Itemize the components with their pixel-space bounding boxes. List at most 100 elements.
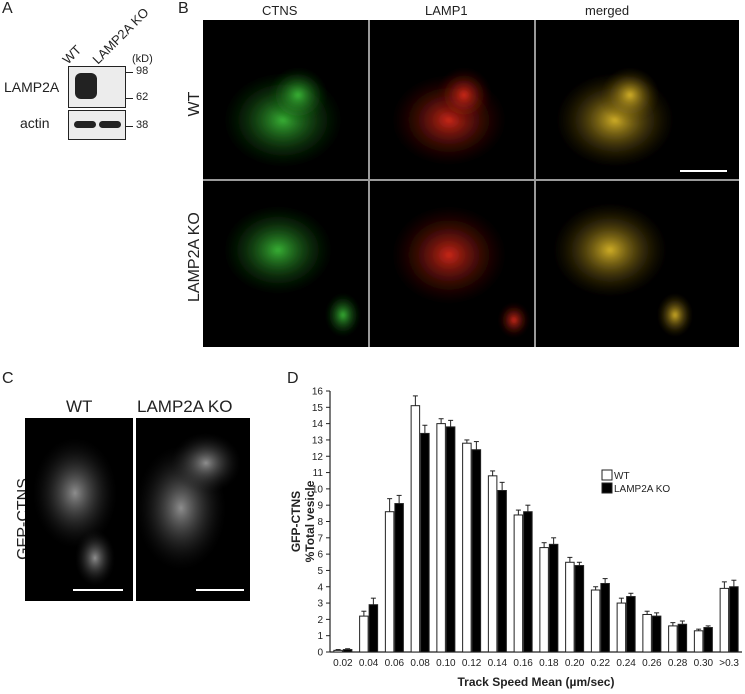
actin-band-ko bbox=[99, 121, 121, 128]
y-tick-label: 13 bbox=[312, 435, 324, 446]
bar-lamp2a-ko bbox=[342, 649, 353, 653]
bar-lamp2a-ko bbox=[497, 490, 507, 653]
ko-merged-cell bbox=[552, 202, 693, 337]
bar-lamp2a-ko bbox=[703, 627, 713, 653]
ko-lamp1-cell bbox=[391, 205, 530, 338]
col-label-merged: merged bbox=[585, 3, 630, 18]
bar-lamp2a-ko bbox=[471, 449, 482, 653]
kd-unit: (kD) bbox=[132, 53, 153, 65]
marker-62: 62 bbox=[136, 91, 149, 103]
bar-lamp2a-ko bbox=[600, 582, 610, 653]
x-tick-label: 0.18 bbox=[539, 658, 559, 669]
col-label-lamp1: LAMP1 bbox=[425, 3, 468, 18]
bar-lamp2a-ko bbox=[626, 596, 636, 653]
x-tick-label: 0.26 bbox=[642, 658, 662, 669]
x-tick-label: 0.16 bbox=[513, 658, 533, 669]
marker-tick-62 bbox=[125, 98, 133, 99]
lamp2a-blot bbox=[68, 66, 126, 108]
panel-c-wt-image bbox=[25, 418, 133, 601]
y-tick-label: 6 bbox=[317, 550, 323, 561]
row-label-ko: LAMP2A KO bbox=[186, 212, 203, 302]
actin-band-wt bbox=[74, 121, 96, 128]
bar-lamp2a-ko bbox=[729, 586, 739, 653]
bar-wt bbox=[590, 589, 601, 653]
wt-merged-cell bbox=[555, 67, 675, 168]
y-tick-label: 1 bbox=[317, 631, 323, 642]
bar-wt bbox=[693, 630, 704, 653]
x-tick-label: 0.20 bbox=[565, 658, 585, 669]
ko-ctns-cell bbox=[223, 205, 361, 337]
lane-label-wt: WT bbox=[59, 42, 85, 67]
y-axis-label: %Total vesicle bbox=[303, 480, 317, 562]
panel-a-letter: A bbox=[2, 0, 13, 17]
bar-wt bbox=[719, 587, 730, 653]
y-tick-label: 7 bbox=[317, 533, 323, 544]
y-tick-label: 9 bbox=[317, 501, 323, 512]
row-label-wt: WT bbox=[186, 91, 203, 117]
bar-wt bbox=[487, 475, 498, 653]
actin-blot bbox=[68, 110, 126, 140]
bar-lamp2a-ko bbox=[651, 615, 662, 653]
marker-38: 38 bbox=[136, 119, 149, 131]
bar-lamp2a-ko bbox=[420, 432, 430, 653]
x-tick-label: 0.04 bbox=[359, 658, 379, 669]
y-tick-label: 4 bbox=[317, 582, 323, 593]
y-tick-label: 0 bbox=[317, 648, 323, 659]
bar-wt bbox=[333, 649, 343, 653]
y-tick-label: 14 bbox=[312, 419, 324, 430]
y-axis-label: GFP-CTNS bbox=[289, 491, 303, 552]
wt-lamp1-cell bbox=[391, 67, 507, 166]
bar-wt bbox=[436, 423, 446, 653]
x-tick-label: >0.3 bbox=[719, 658, 739, 669]
lamp2a-band-wt bbox=[75, 73, 97, 99]
protein-lamp2a: LAMP2A bbox=[4, 79, 60, 95]
x-tick-label: 0.12 bbox=[462, 658, 482, 669]
panel-c-letter: C bbox=[2, 370, 14, 387]
x-tick-label: 0.14 bbox=[488, 658, 508, 669]
panel-d-letter: D bbox=[287, 370, 299, 387]
bar-lamp2a-ko bbox=[677, 623, 688, 653]
bar-lamp2a-ko bbox=[523, 511, 533, 653]
y-tick-label: 11 bbox=[313, 468, 324, 479]
x-tick-label: 0.08 bbox=[410, 658, 430, 669]
wt-ctns-cell bbox=[223, 67, 343, 168]
x-tick-label: 0.22 bbox=[591, 658, 611, 669]
bar-wt bbox=[642, 613, 652, 653]
x-tick-label: 0.06 bbox=[385, 658, 405, 669]
bar-wt bbox=[565, 561, 575, 653]
bar-wt bbox=[462, 442, 472, 653]
bar-lamp2a-ko bbox=[368, 604, 379, 653]
panel-c-wt-cell bbox=[33, 438, 123, 591]
protein-actin: actin bbox=[20, 115, 50, 131]
panel-c-col-ko: LAMP2A KO bbox=[137, 397, 233, 416]
legend-label: LAMP2A KO bbox=[614, 484, 670, 495]
bar-lamp2a-ko bbox=[394, 503, 404, 653]
bar-wt bbox=[410, 405, 421, 653]
y-tick-label: 15 bbox=[312, 403, 324, 414]
panel-b-letter: B bbox=[178, 0, 189, 17]
y-tick-label: 5 bbox=[317, 566, 323, 577]
panel-c-ko-cell bbox=[136, 433, 244, 591]
bar-wt bbox=[359, 615, 369, 653]
y-tick-label: 3 bbox=[317, 599, 323, 610]
y-tick-label: 8 bbox=[317, 517, 323, 528]
legend-swatch bbox=[601, 482, 613, 494]
y-tick-label: 10 bbox=[312, 484, 324, 495]
y-tick-label: 16 bbox=[312, 387, 324, 398]
y-tick-label: 2 bbox=[317, 615, 323, 626]
marker-98: 98 bbox=[136, 65, 149, 77]
bar-wt bbox=[616, 602, 627, 653]
panel-b-image-grid bbox=[203, 20, 739, 347]
x-tick-label: 0.10 bbox=[436, 658, 456, 669]
bar-lamp2a-ko bbox=[548, 543, 559, 653]
x-tick-label: 0.28 bbox=[668, 658, 688, 669]
panel-c-col-wt: WT bbox=[66, 397, 93, 416]
bar-wt bbox=[668, 625, 678, 653]
x-tick-label: 0.30 bbox=[694, 658, 714, 669]
bar-wt bbox=[539, 547, 549, 653]
col-label-ctns: CTNS bbox=[262, 3, 298, 18]
legend-label: WT bbox=[614, 471, 630, 482]
bar-lamp2a-ko bbox=[574, 565, 585, 653]
panel-c-ko-image bbox=[136, 418, 250, 601]
